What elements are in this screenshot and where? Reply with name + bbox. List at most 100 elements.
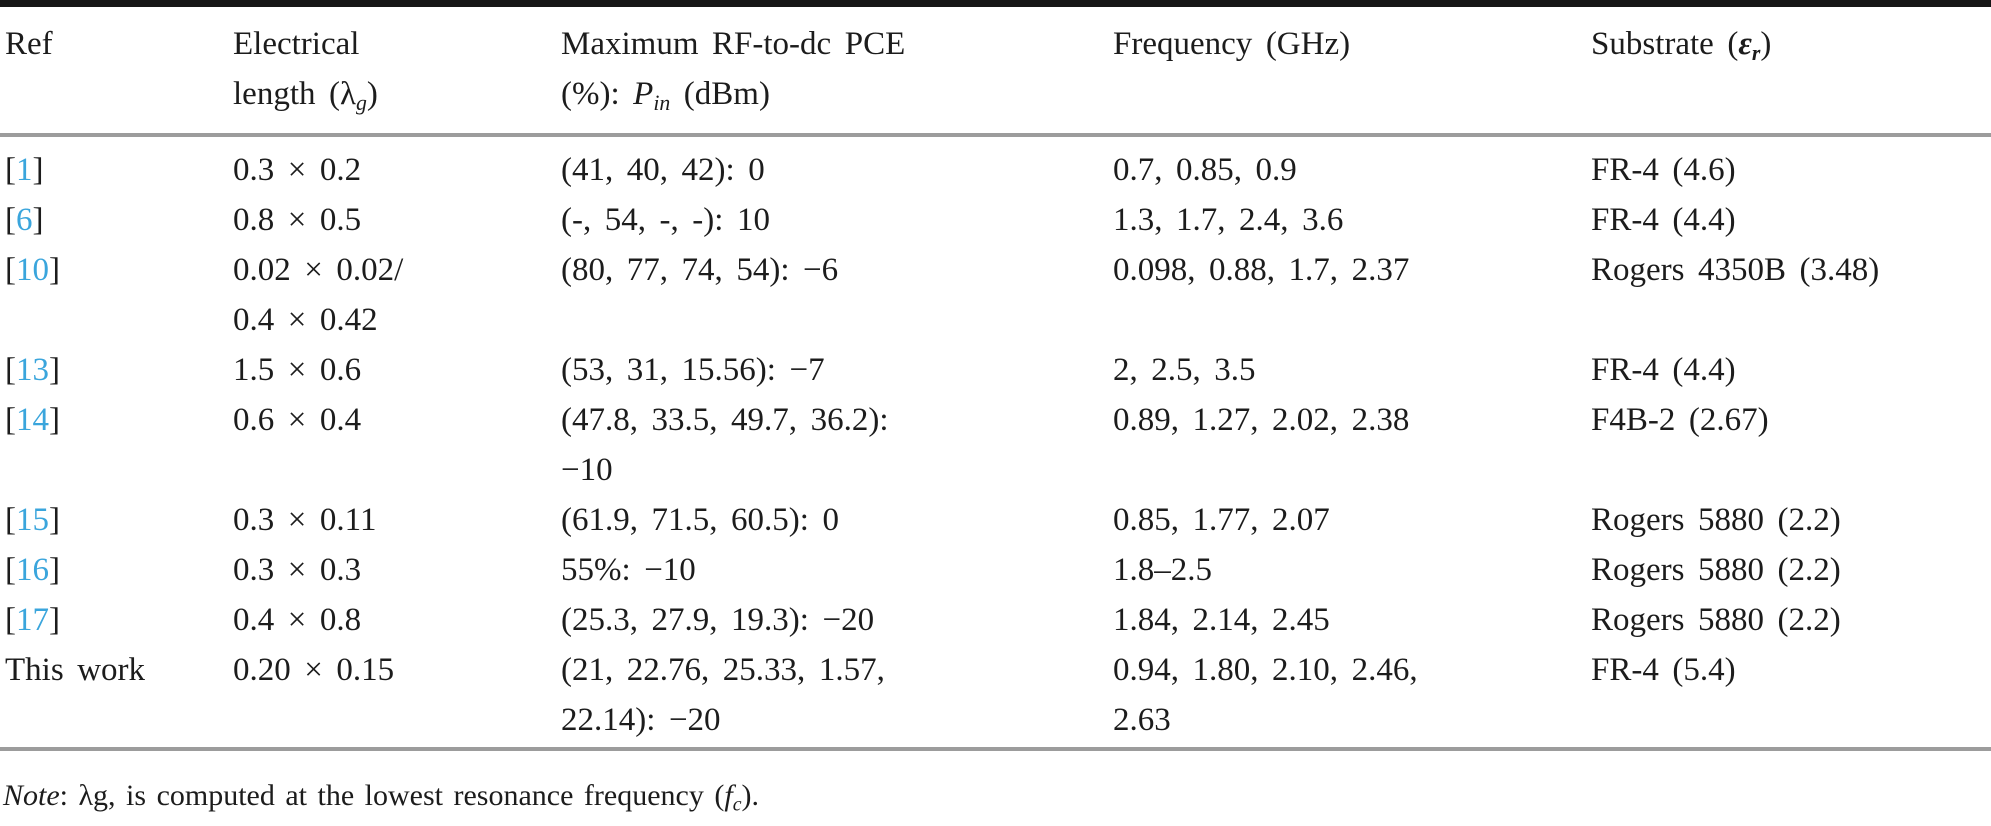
pce-cell: (61.9, 71.5, 60.5): 0 xyxy=(561,495,1113,545)
citation-link[interactable]: 14 xyxy=(16,402,49,439)
cell-line: FR-4 (4.6) xyxy=(1591,152,1736,189)
cell-line: 0.7, 0.85, 0.9 xyxy=(1113,152,1297,189)
cell-line: 0.94, 1.80, 2.10, 2.46, xyxy=(1113,652,1418,689)
table-row: [14] 0.6 × 0.4 (47.8, 33.5, 49.7, 36.2):… xyxy=(0,395,1991,495)
cell-line: (47.8, 33.5, 49.7, 36.2): xyxy=(561,402,889,439)
citation-link[interactable]: 6 xyxy=(16,202,33,239)
cell-line: FR-4 (5.4) xyxy=(1591,652,1736,689)
citation-bracket-open: [ xyxy=(5,202,16,239)
cell-line: (25.3, 27.9, 19.3): −20 xyxy=(561,602,875,639)
cell-line: 2.63 xyxy=(1113,702,1171,739)
citation-bracket-open: [ xyxy=(5,402,16,439)
header-substrate-label: Substrate (εr) xyxy=(1591,19,1991,78)
header-pce: Maximum RF-to-dc PCE (%): Pin (dBm) xyxy=(561,19,1113,128)
table-row: [15] 0.3 × 0.11 (61.9, 71.5, 60.5): 0 0.… xyxy=(0,495,1991,545)
substrate-cell: FR-4 (5.4) xyxy=(1591,645,1991,695)
ref-line: [16] xyxy=(5,545,233,595)
citation-link[interactable]: 17 xyxy=(16,602,49,639)
substrate-cell: FR-4 (4.4) xyxy=(1591,345,1991,395)
cell-line: 1.3, 1.7, 2.4, 3.6 xyxy=(1113,202,1344,239)
header-electrical-length: Electrical length (λg) xyxy=(233,19,561,128)
substrate-cell: F4B-2 (2.67) xyxy=(1591,395,1991,445)
epsilon-subscript: r xyxy=(1751,41,1761,66)
frequency-cell: 1.8–2.5 xyxy=(1113,545,1591,595)
header-pce-line2-post: (dBm) xyxy=(670,76,770,112)
substrate-cell: Rogers 5880 (2.2) xyxy=(1591,545,1991,595)
cell-line: 0.3 × 0.3 xyxy=(233,552,362,589)
substrate-cell: FR-4 (4.4) xyxy=(1591,195,1991,245)
cell-line: 0.85, 1.77, 2.07 xyxy=(1113,502,1330,539)
cell-line: 0.89, 1.27, 2.02, 2.38 xyxy=(1113,402,1410,439)
header-electrical-line2-post: ) xyxy=(366,76,378,112)
pce-cell: (21, 22.76, 25.33, 1.57, 22.14): −20 xyxy=(561,645,1113,745)
fc-subscript: c xyxy=(732,793,742,816)
citation-link[interactable]: 1 xyxy=(16,152,33,189)
cell-line: 22.14): −20 xyxy=(561,702,721,739)
frequency-cell: 2, 2.5, 3.5 xyxy=(1113,345,1591,395)
header-substrate-post: ) xyxy=(1760,26,1772,62)
frequency-cell: 0.94, 1.80, 2.10, 2.46, 2.63 xyxy=(1113,645,1591,745)
header-pce-line2: (%): Pin (dBm) xyxy=(561,69,1113,128)
header-pce-line1: Maximum RF-to-dc PCE xyxy=(561,26,906,62)
ref-cell: [17] xyxy=(0,595,233,645)
table-top-rule xyxy=(0,0,1991,7)
cell-line: 0.4 × 0.42 xyxy=(233,302,378,339)
header-frequency-label: Frequency (GHz) xyxy=(1113,26,1351,62)
ref-cell: [1] xyxy=(0,145,233,195)
pce-cell: (53, 31, 15.56): −7 xyxy=(561,345,1113,395)
ref-cell: [13] xyxy=(0,345,233,395)
table-row: [6] 0.8 × 0.5 (-, 54, -, -): 10 1.3, 1.7… xyxy=(0,195,1991,245)
citation-bracket-close: ] xyxy=(49,402,60,439)
citation-bracket-close: ] xyxy=(49,552,60,589)
pce-cell: (41, 40, 42): 0 xyxy=(561,145,1113,195)
ref-line: [6] xyxy=(5,195,233,245)
note-text-post: ). xyxy=(741,779,759,813)
electrical-length-cell: 0.3 × 0.3 xyxy=(233,545,561,595)
frequency-cell: 1.84, 2.14, 2.45 xyxy=(1113,595,1591,645)
cell-line: Rogers 4350B (3.48) xyxy=(1591,252,1880,289)
lambda-subscript: g xyxy=(356,91,367,116)
cell-line: (-, 54, -, -): 10 xyxy=(561,202,770,239)
cell-line: 0.4 × 0.8 xyxy=(233,602,362,639)
cell-line: FR-4 (4.4) xyxy=(1591,202,1736,239)
citation-link[interactable]: 15 xyxy=(16,502,49,539)
ref-line: [17] xyxy=(5,595,233,645)
citation-link[interactable]: 13 xyxy=(16,352,49,389)
epsilon-symbol: ε xyxy=(1738,26,1752,62)
electrical-length-cell: 0.20 × 0.15 xyxy=(233,645,561,695)
cell-line: Rogers 5880 (2.2) xyxy=(1591,502,1841,539)
cell-line: (21, 22.76, 25.33, 1.57, xyxy=(561,652,885,689)
ref-line: [14] xyxy=(5,395,233,445)
cell-line: 1.8–2.5 xyxy=(1113,552,1212,589)
pin-subscript: in xyxy=(653,91,671,116)
ref-line: [1] xyxy=(5,145,233,195)
citation-bracket-open: [ xyxy=(5,152,16,189)
note-label: Note xyxy=(3,779,60,813)
citation-bracket-close: ] xyxy=(49,502,60,539)
ref-cell: [15] xyxy=(0,495,233,545)
pce-cell: 55%: −10 xyxy=(561,545,1113,595)
pin-symbol: P xyxy=(633,76,654,112)
electrical-length-cell: 1.5 × 0.6 xyxy=(233,345,561,395)
cell-line: (80, 77, 74, 54): −6 xyxy=(561,252,839,289)
electrical-length-cell: 0.4 × 0.8 xyxy=(233,595,561,645)
cell-line: 0.02 × 0.02/ xyxy=(233,252,404,289)
header-frequency: Frequency (GHz) xyxy=(1113,19,1591,69)
cell-line: 0.6 × 0.4 xyxy=(233,402,362,439)
ref-cell: [16] xyxy=(0,545,233,595)
cell-line: 0.098, 0.88, 1.7, 2.37 xyxy=(1113,252,1410,289)
citation-link[interactable]: 16 xyxy=(16,552,49,589)
cell-line: 0.3 × 0.11 xyxy=(233,502,377,539)
citation-bracket-close: ] xyxy=(49,252,60,289)
citation-link[interactable]: 10 xyxy=(16,252,49,289)
note-text-pre: : λg, is computed at the lowest resonanc… xyxy=(59,779,725,813)
pce-cell: (80, 77, 74, 54): −6 xyxy=(561,245,1113,295)
header-ref: Ref xyxy=(0,19,233,69)
fc-symbol: f xyxy=(724,779,733,813)
ref-cell: [14] xyxy=(0,395,233,445)
table-note: Note: λg, is computed at the lowest reso… xyxy=(0,775,1991,826)
table-row: [17] 0.4 × 0.8 (25.3, 27.9, 19.3): −20 1… xyxy=(0,595,1991,645)
citation-bracket-open: [ xyxy=(5,602,16,639)
lambda-symbol: λ xyxy=(340,76,357,112)
